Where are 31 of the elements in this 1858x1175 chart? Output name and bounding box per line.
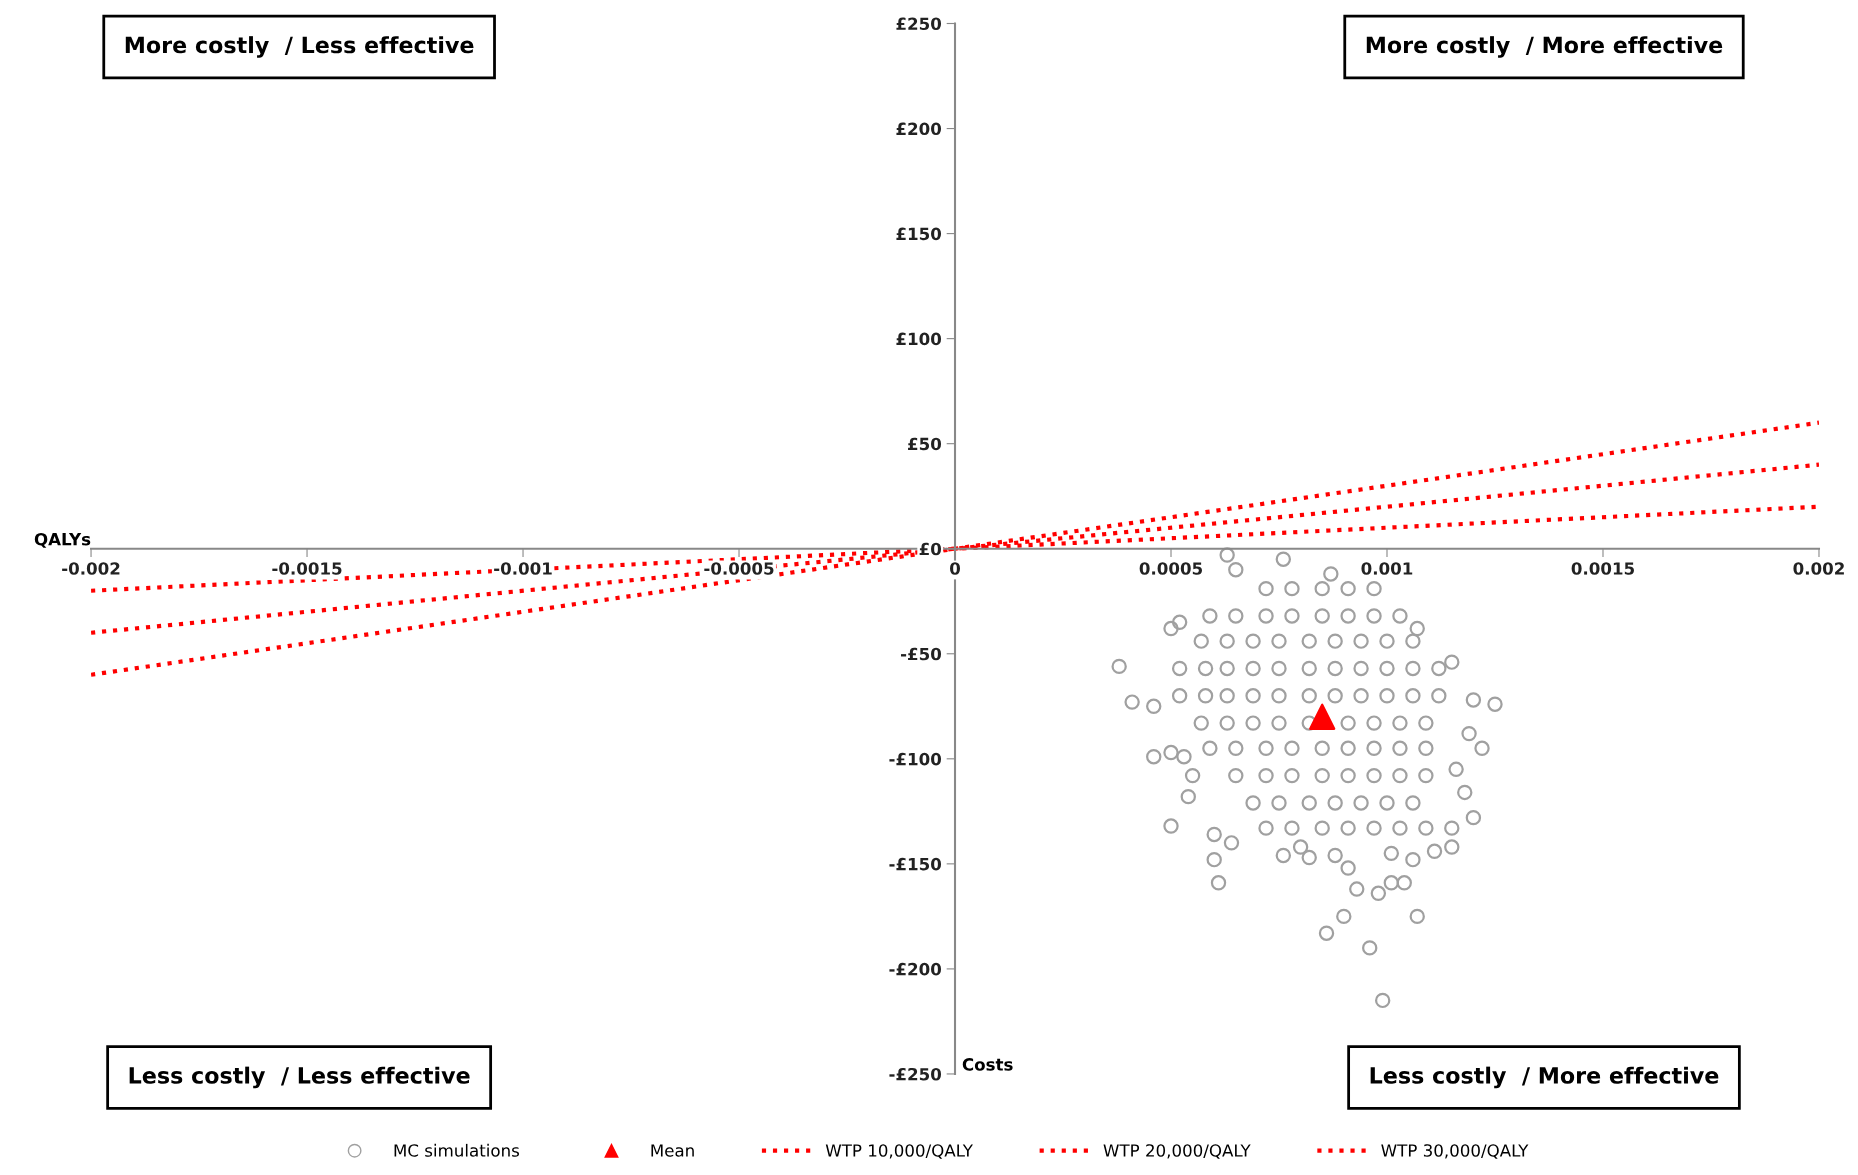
y-tick-label: £150	[896, 227, 942, 241]
legend-label: Mean	[651, 1144, 694, 1157]
x-tick-label: 0.0005	[1139, 562, 1202, 575]
legend-label: MC simulations	[394, 1143, 520, 1157]
y-tick-label: £100	[896, 332, 942, 346]
legend-label: WTP 20,000/QALY	[1103, 1144, 1251, 1159]
annotation: More costly / Less effective	[125, 36, 474, 58]
y-tick-label: £200	[896, 122, 942, 136]
legend-label: WTP 10,000/QALY	[825, 1144, 973, 1159]
y-tick-label: -£100	[889, 752, 942, 766]
y-axis-title: Costs	[962, 1058, 1013, 1071]
y-tick-label: £250	[896, 17, 942, 31]
annotation: Less costly / More effective	[1370, 1066, 1719, 1089]
x-tick-label: -0.0005	[704, 562, 774, 575]
x-tick-label: 0.002	[1793, 562, 1844, 575]
y-tick-label: -£150	[889, 857, 942, 871]
y-tick-label: £0	[919, 542, 942, 556]
y-tick-label: -£250	[889, 1067, 942, 1081]
x-tick-label: -0.001	[494, 562, 552, 575]
x-tick-label: 0.001	[1361, 562, 1413, 575]
annotation: More costly / More effective	[1366, 36, 1723, 58]
x-tick-label: -0.0015	[272, 562, 342, 575]
legend-label: WTP 30,000/QALY	[1381, 1144, 1529, 1159]
annotation: Less costly / Less effective	[129, 1066, 470, 1089]
x-tick-label: -0.002	[62, 562, 120, 575]
x-tick-label: 0.0015	[1571, 562, 1634, 575]
x-tick-label: 0	[950, 562, 961, 575]
y-tick-label: -£50	[901, 647, 942, 661]
y-tick-label: £50	[908, 437, 942, 451]
x-axis-title: QALYs	[34, 532, 91, 548]
y-tick-label: -£200	[889, 962, 942, 976]
